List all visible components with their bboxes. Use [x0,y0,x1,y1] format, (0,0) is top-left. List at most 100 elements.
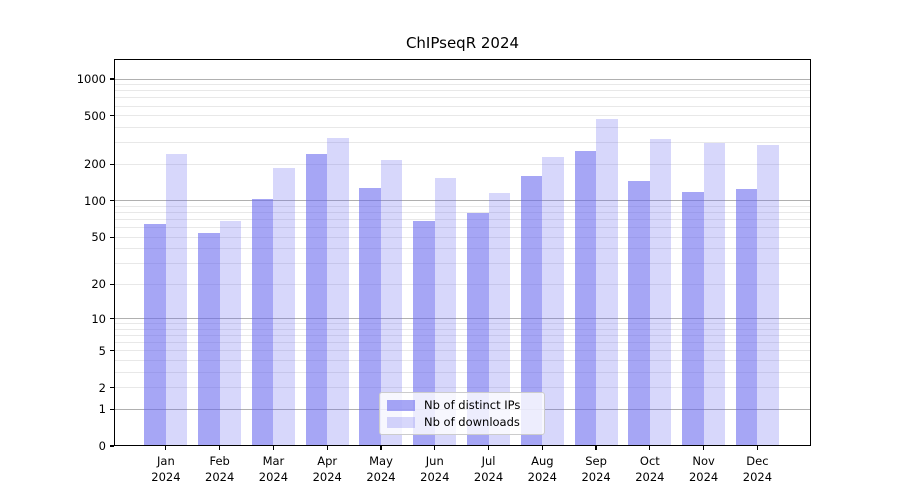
x-tick-label: Nov 2024 [688,454,719,484]
x-tick-mark [326,446,328,450]
x-tick-label: Jan 2024 [151,454,181,484]
gridline-minor [114,97,811,99]
bar-downloads [488,192,511,446]
y-tick-label: 0 [98,439,106,453]
y-tick-mark [110,445,114,447]
x-tick-mark [541,446,543,450]
gridline-minor [114,84,811,86]
bar-distinct-ips [359,188,381,446]
x-tick-label: Jul 2024 [473,454,504,484]
y-tick-mark [110,318,114,320]
x-tick-mark [434,446,436,450]
legend-item-downloads: Nb of downloads [387,414,536,429]
bar-downloads [273,168,295,446]
gridline-minor [114,236,811,238]
x-tick-mark [595,446,597,450]
x-tick-mark [380,446,382,450]
legend-item-distinct-ips: Nb of distinct IPs [387,397,536,412]
gridline-minor [114,205,811,207]
bar-downloads [703,142,726,446]
chart-title: ChIPseqR 2024 [405,34,520,52]
y-tick-mark [110,350,114,352]
x-tick-mark [272,446,275,450]
bar-distinct-ips [198,233,220,446]
y-tick-label: 50 [91,230,106,245]
x-tick-label: Apr 2024 [312,454,342,484]
y-tick-label: 1 [98,402,106,417]
y-tick-label: 1000 [76,72,106,86]
bar-distinct-ips [305,154,328,446]
bar-downloads [327,137,349,446]
bar-downloads [596,118,618,446]
gridline-minor [114,342,811,344]
x-tick-mark [219,446,221,450]
x-tick-mark [703,446,705,450]
gridline-minor [114,212,811,214]
bar-distinct-ips [144,224,166,446]
legend-swatch-downloads [387,416,415,428]
bar-distinct-ips [682,192,704,446]
bar-downloads [165,154,188,446]
y-tick-mark [110,78,114,80]
x-tick-label: Aug 2024 [527,454,557,484]
y-tick-label: 100 [84,193,106,208]
x-tick-label: Feb 2024 [205,454,235,484]
bar-distinct-ips [574,150,597,446]
x-tick-label: Mar 2024 [258,454,289,484]
gridline-major [114,318,811,320]
gridline-minor [114,115,811,117]
gridline-minor [114,328,811,330]
x-tick-label: May 2024 [366,454,396,484]
gridline-major [114,78,811,80]
y-tick-mark [110,408,114,410]
y-tick-mark [110,163,114,165]
y-tick-label: 500 [84,108,106,123]
legend-swatch-distinct-ips [387,399,415,411]
y-tick-mark [110,387,114,389]
gridline-minor [114,142,811,144]
y-tick-label: 200 [84,157,106,172]
x-tick-label: Sep 2024 [581,454,611,484]
y-tick-mark [110,236,114,238]
bar-distinct-ips [413,221,435,446]
bar-downloads [757,144,779,446]
bar-distinct-ips [467,213,489,446]
y-tick-label: 2 [98,380,106,395]
gridline-minor [114,219,811,221]
gridlines-layer [114,59,811,446]
legend-label-downloads: Nb of downloads [424,414,520,429]
x-tick-mark [487,446,490,450]
bar-downloads [542,156,564,446]
bars-layer [114,59,811,446]
gridline-major [114,200,811,202]
bar-downloads [219,221,242,446]
legend-label-distinct-ips: Nb of distinct IPs [424,397,521,412]
x-tick-label: Oct 2024 [635,454,665,484]
gridline-minor [114,105,811,107]
y-tick-label: 10 [91,311,106,326]
gridline-minor [114,127,811,129]
gridline-minor [114,227,811,229]
x-tick-label: Dec 2024 [742,454,773,484]
gridline-minor [114,90,811,92]
bar-downloads [649,139,672,446]
y-tick-label: 5 [98,343,106,358]
x-tick-mark [165,446,167,450]
x-tick-mark [756,446,758,450]
x-tick-label: Jun 2024 [420,454,450,484]
gridline-minor [114,323,811,325]
gridline-minor [114,163,811,165]
bar-downloads [380,160,403,446]
bar-distinct-ips [735,189,758,446]
gridline-minor [114,248,811,250]
bar-distinct-ips [520,176,543,446]
y-tick-mark [110,283,114,285]
x-tick-mark [649,446,651,450]
y-tick-label: 20 [91,277,106,292]
legend: Nb of distinct IPs Nb of downloads [379,392,545,435]
gridline-minor [114,371,811,373]
gridline-minor [114,360,811,361]
gridline-minor [114,335,811,337]
bar-downloads [434,177,457,446]
